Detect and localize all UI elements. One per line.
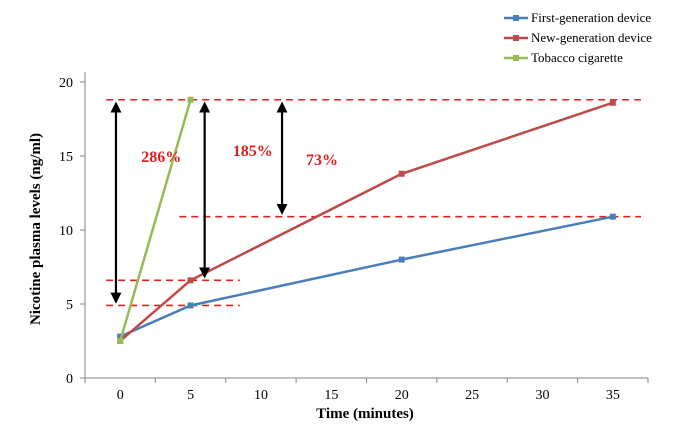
data-point (609, 99, 616, 106)
percent-annotation: 185% (233, 143, 273, 160)
legend-swatch-marker (513, 15, 519, 21)
legend: First-generation device New-generation de… (504, 10, 652, 65)
y-tick-label: 15 (59, 150, 73, 165)
x-axis-title: Time (minutes) (316, 406, 414, 422)
x-tick-label: 0 (117, 388, 124, 403)
y-tick-label: 20 (59, 76, 73, 91)
legend-item: Tobacco cigarette (504, 50, 623, 65)
series-0 (117, 213, 616, 340)
data-point (187, 96, 194, 103)
x-tick-label: 30 (535, 388, 549, 403)
legend-swatch-marker (513, 55, 519, 61)
axes: 0 5 10 15 20 0 5 10 15 20 25 30 35 (59, 72, 649, 403)
series-line (119, 101, 614, 342)
data-point (187, 302, 194, 309)
reference-lines (106, 98, 641, 307)
x-tick-label: 15 (324, 388, 338, 403)
y-tick-label: 10 (59, 224, 73, 239)
data-point (187, 277, 194, 284)
x-tick-label: 10 (254, 388, 268, 403)
series-2 (117, 96, 194, 344)
legend-swatch-marker (513, 35, 519, 41)
legend-item: First-generation device (504, 10, 651, 25)
x-tick-label: 35 (606, 388, 620, 403)
percent-annotation: 73% (306, 152, 338, 169)
data-point (398, 170, 405, 177)
annotations-layer: 286% 185% 73% (141, 143, 338, 169)
data-point (609, 213, 616, 220)
arrows-layer (110, 101, 288, 304)
legend-label: Tobacco cigarette (531, 50, 623, 65)
y-axis-title: Nicotine plasma levels (ng/ml) (28, 133, 44, 325)
y-tick-label: 5 (66, 298, 73, 313)
series-layer (117, 96, 616, 344)
x-tick-label: 5 (187, 388, 194, 403)
legend-label: New-generation device (531, 30, 652, 45)
data-point (398, 256, 405, 263)
legend-label: First-generation device (531, 10, 651, 25)
series-line (118, 99, 192, 342)
y-tick-label: 0 (66, 372, 73, 387)
data-point (117, 338, 124, 344)
percent-annotation: 286% (141, 149, 181, 166)
series-line (119, 215, 614, 338)
x-tick-label: 25 (465, 388, 479, 403)
x-tick-label: 20 (395, 388, 409, 403)
legend-item: New-generation device (504, 30, 652, 45)
